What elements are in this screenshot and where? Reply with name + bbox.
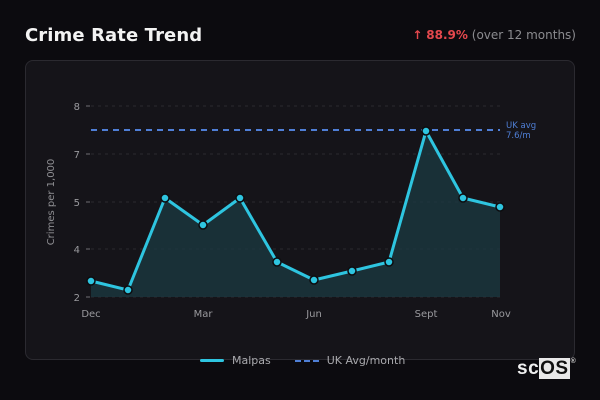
benchmark-annotation-line1: UK avg <box>506 121 536 131</box>
y-tick-label: 5 <box>74 198 80 209</box>
y-tick-label: 7 <box>74 150 80 161</box>
data-point[interactable] <box>123 285 133 295</box>
page-title: Crime Rate Trend <box>25 25 203 46</box>
data-point[interactable] <box>347 266 357 276</box>
series-line <box>90 129 501 292</box>
legend-label-uk-avg: UK Avg/month <box>326 354 406 367</box>
y-axis: 8 7 5 4 2 <box>74 102 90 304</box>
data-points <box>86 126 505 295</box>
y-tick-label: 4 <box>74 245 80 256</box>
data-point[interactable] <box>458 193 468 203</box>
benchmark-annotation-line2: 7.6/m <box>506 131 531 141</box>
data-point[interactable] <box>309 275 319 285</box>
x-tick-label: Sept <box>415 309 438 320</box>
data-point[interactable] <box>421 126 431 136</box>
series-area <box>91 131 500 297</box>
data-point[interactable] <box>198 220 208 230</box>
data-point[interactable] <box>272 257 282 267</box>
solid-line-swatch-icon <box>200 359 224 362</box>
brand-os: OS <box>539 358 570 379</box>
x-tick-label: Nov <box>491 309 511 320</box>
x-tick-label: Jun <box>305 309 322 320</box>
y-tick-label: 2 <box>74 293 80 304</box>
arrow-up-icon: ↑ <box>412 28 423 42</box>
y-axis-label: Crimes per 1,000 <box>46 159 57 246</box>
data-point[interactable] <box>160 193 170 203</box>
chart-legend: Malpas UK Avg/month <box>200 354 405 367</box>
x-tick-label: Mar <box>194 309 214 320</box>
y-tick-label: 8 <box>74 102 80 113</box>
x-tick-label: Dec <box>81 309 100 320</box>
change-period: (over 12 months) <box>471 28 576 42</box>
brand-logo: scOS ® <box>517 358 576 380</box>
legend-item-malpas[interactable]: Malpas <box>200 354 271 367</box>
change-percent: 88.9% <box>426 28 468 42</box>
data-point[interactable] <box>384 257 394 267</box>
dashed-line-swatch-icon <box>294 359 319 362</box>
data-point[interactable] <box>495 202 505 212</box>
data-point[interactable] <box>86 276 96 286</box>
brand-sc: sc <box>517 358 540 379</box>
change-indicator: ↑ 88.9% (over 12 months) <box>412 28 576 42</box>
legend-item-uk-avg[interactable]: UK Avg/month <box>294 354 406 367</box>
x-axis: Dec Mar Jun Sept Nov <box>81 309 511 320</box>
legend-label-malpas: Malpas <box>232 354 271 367</box>
registered-icon: ® <box>570 358 577 365</box>
data-point[interactable] <box>235 193 245 203</box>
